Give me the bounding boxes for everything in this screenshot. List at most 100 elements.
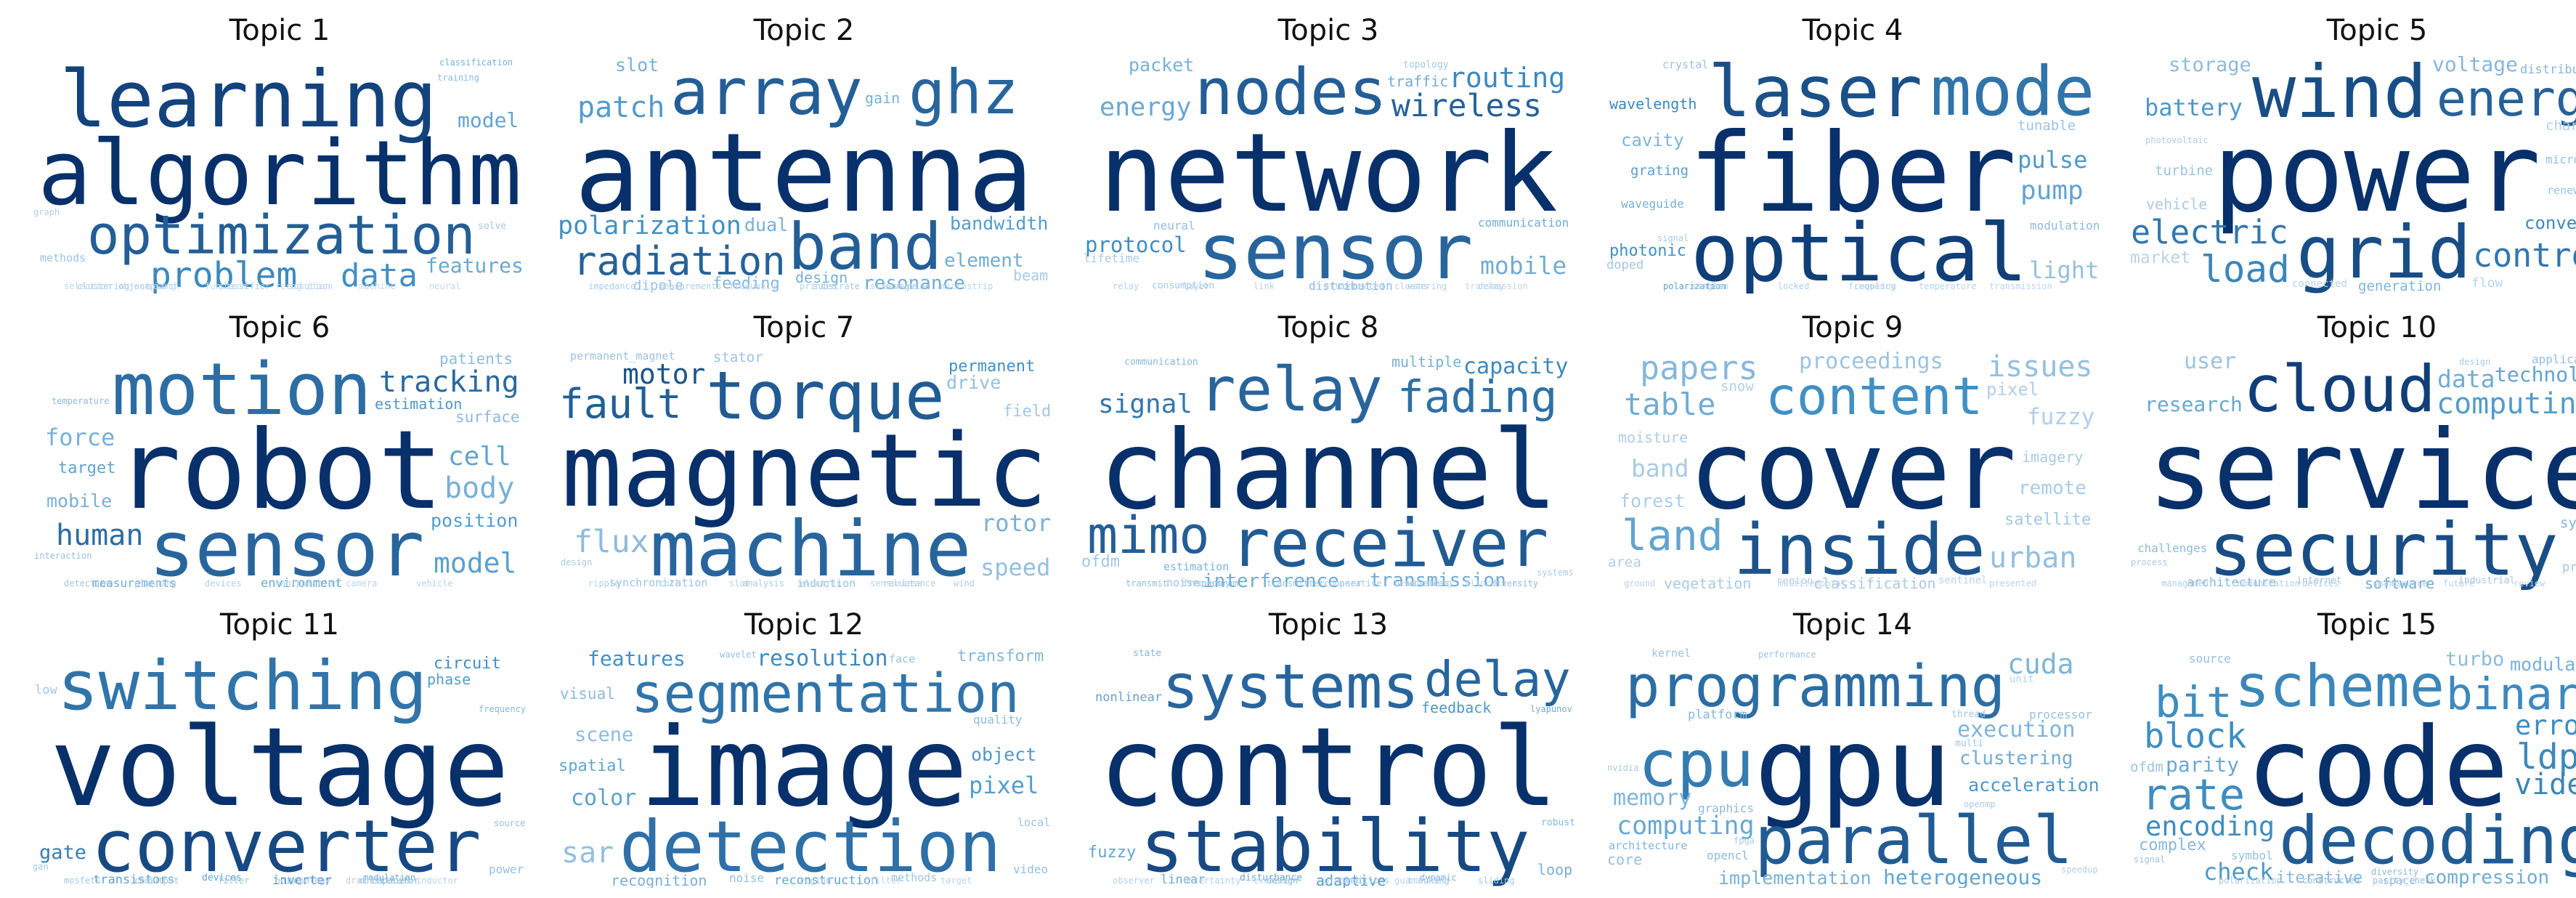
cloud-word: estimation	[1163, 560, 1230, 573]
cloud-word: connected	[1337, 281, 1385, 291]
panel-title: Topic 3	[1277, 14, 1379, 47]
cloud-word: vegetation	[1664, 575, 1752, 591]
cloud-word: sensor	[1198, 208, 1474, 294]
cloud-word: structure	[870, 281, 918, 291]
cloud-word: service	[2148, 408, 2576, 534]
cloud-word: clustering	[77, 281, 130, 291]
cloud-word: target	[940, 875, 972, 886]
cloud-word: moisture	[1618, 429, 1689, 446]
cloud-word: multiple	[1391, 353, 1462, 371]
cloud-word: traffic	[1387, 73, 1449, 90]
cloud-word: conditions	[1337, 875, 1390, 886]
cloud-word: substrate	[813, 281, 861, 291]
cloud-word: reconstruction	[774, 873, 879, 888]
cloud-word: pulse	[2018, 146, 2088, 174]
cloud-word: environment	[261, 576, 343, 591]
cloud-word: review	[2514, 578, 2545, 588]
cloud-word: machine	[650, 505, 972, 591]
cloud-word: reluctance	[883, 578, 936, 588]
cloud-word: surface	[455, 408, 520, 426]
cloud-word: converter	[2524, 213, 2576, 233]
cloud-word: robust	[1541, 817, 1575, 828]
cloud-word: architecture	[2187, 575, 2276, 590]
cloud-word: interaction	[34, 551, 92, 561]
cloud-word: fading	[1397, 371, 1558, 423]
cloud-word: sampling	[134, 281, 176, 291]
cloud-word: drain	[346, 875, 373, 886]
cloud-word: channel	[1099, 408, 1559, 534]
cloud-word: parity_check	[2373, 875, 2436, 886]
cloud-word: mimo	[1087, 506, 1210, 565]
panel-title: Topic 9	[1802, 311, 1903, 344]
cloud-word: forest	[1620, 490, 1686, 511]
word-cloud: image detection segmentation resolution feat…	[557, 648, 1051, 888]
cloud-word: polarization	[2219, 875, 2282, 886]
cloud-word: opencl	[1707, 849, 1749, 862]
cloud-word: frequency	[1183, 578, 1231, 588]
cloud-word: allocation	[1465, 578, 1518, 588]
cloud-word: nonlinear	[1095, 690, 1163, 705]
cloud-word: microgrid	[2545, 153, 2576, 166]
cloud-word: heterogeneous	[1883, 865, 2043, 888]
cloud-word: protocol	[1085, 232, 1187, 257]
cloud-word: measurements	[92, 576, 176, 590]
cloud-word: feeding	[712, 275, 780, 293]
cloud-word: renewable	[2547, 184, 2576, 197]
cloud-word: noise	[729, 871, 765, 885]
panel-title: Topic 13	[1268, 608, 1389, 642]
cloud-word: data	[341, 257, 418, 294]
cloud-word: modulation	[2030, 219, 2100, 232]
cloud-word: light	[2029, 256, 2100, 284]
cloud-word: capacitor	[372, 875, 420, 886]
cloud-word: transmit	[1126, 578, 1168, 588]
cloud-word: frequency	[729, 281, 777, 291]
cloud-word: control	[1099, 705, 1559, 831]
cloud-word: object	[118, 281, 150, 291]
cloud-word: loop	[1537, 861, 1573, 878]
cloud-word: search	[147, 281, 179, 291]
cloud-word: local	[1017, 816, 1051, 829]
cloud-word: ghz	[909, 57, 1019, 128]
cloud-word: field	[1003, 403, 1051, 421]
cloud-word: signal	[2134, 854, 2166, 865]
cloud-word: low	[35, 683, 57, 697]
cloud-word: waveguide	[883, 281, 931, 291]
cloud-word: core	[1607, 851, 1643, 868]
cloud-word: challenges	[2137, 541, 2208, 555]
cloud-word: solve	[478, 221, 507, 232]
cloud-word: filter	[218, 875, 250, 886]
cloud-word: detection	[619, 806, 1001, 888]
cloud-word: pixel	[969, 772, 1039, 799]
cloud-word: uncertainty	[1183, 875, 1241, 886]
cloud-word: frequency	[479, 704, 527, 714]
cloud-word: sliding	[1478, 875, 1515, 886]
cloud-word: photovoltaic	[2145, 135, 2209, 145]
cloud-word: tunable	[2018, 118, 2076, 134]
cloud-word: iterative	[2276, 869, 2363, 887]
cloud-word: motion	[112, 351, 372, 432]
cloud-word: multilevel	[359, 875, 412, 886]
cloud-word: code	[2246, 705, 2509, 831]
cloud-word: topology	[1403, 60, 1449, 70]
cloud-word: region	[800, 875, 832, 886]
topic-panel: Topic 11 voltage converter switching circui…	[25, 607, 534, 898]
panel-title: Topic 1	[229, 14, 330, 47]
cloud-word: thread	[1951, 709, 1986, 720]
cloud-word: check	[2203, 858, 2274, 886]
word-cloud: control stability systems delay feedback adap…	[1081, 648, 1575, 888]
panel-title: Topic 2	[753, 14, 855, 47]
cloud-word: polarization	[1663, 281, 1726, 291]
cloud-word: segmentation	[631, 663, 1020, 725]
topic-panel: Topic 3 network sensor nodes wireless routin…	[1074, 13, 1582, 304]
cloud-word: frequency	[1848, 281, 1896, 291]
cloud-word: classifier	[218, 281, 271, 291]
cloud-word: mobile	[46, 490, 113, 511]
cloud-word: inverter	[272, 873, 332, 888]
cloud-word: flow	[2471, 275, 2503, 291]
cloud-word: antenna	[574, 110, 1034, 237]
cloud-word: communication	[1124, 357, 1198, 368]
cloud-word: algorithm	[38, 122, 522, 226]
